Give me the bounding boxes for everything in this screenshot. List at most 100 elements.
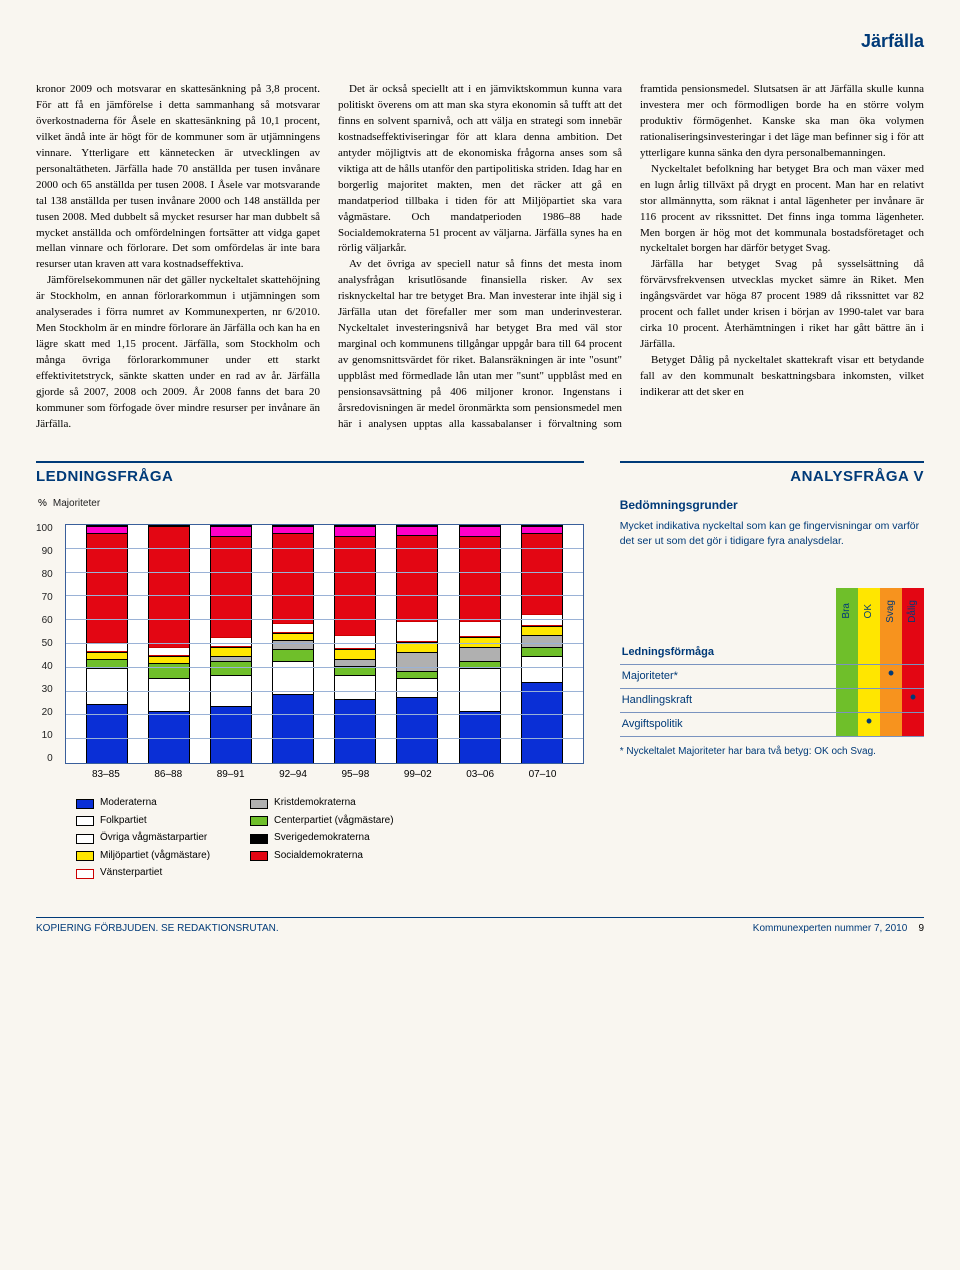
rating-cell (902, 665, 924, 689)
chart-bar (396, 525, 438, 763)
legend-item: Sverigedemokraterna (250, 831, 394, 846)
x-tick-label: 86–88 (154, 768, 182, 783)
rating-cell (836, 713, 858, 737)
rating-row-name: Handlingskraft (620, 689, 836, 713)
legend-swatch (250, 799, 268, 809)
x-tick-label: 99–02 (404, 768, 432, 783)
chart-bar (86, 525, 128, 763)
y-tick-label: 40 (36, 662, 53, 672)
rating-cell (880, 713, 902, 737)
rating-footnote: * Nyckeltalet Majoriteter har bara två b… (620, 745, 924, 760)
y-tick-label: 90 (36, 547, 53, 557)
legend-swatch (250, 816, 268, 826)
legend-label: Centerpartiet (vågmästare) (274, 814, 394, 829)
rating-cell (880, 642, 902, 664)
rating-row-name: Majoriteter* (620, 665, 836, 689)
rating-table: BraOKSvagDålig LedningsförmågaMajoritete… (620, 588, 924, 737)
y-tick-label: 30 (36, 685, 53, 695)
y-tick-label: 0 (36, 754, 53, 764)
rating-cell (858, 642, 880, 664)
legend-label: Övriga vågmästarpartier (100, 831, 207, 846)
y-axis-labels: 1009080706050403020100 (36, 524, 57, 764)
chart-bar (334, 525, 376, 763)
rating-row: Majoriteter* • (620, 665, 924, 689)
legend-item: Miljöpartiet (vågmästare) (76, 849, 210, 864)
legend-swatch (76, 851, 94, 861)
legend-swatch (76, 834, 94, 844)
chart-bar (272, 525, 314, 763)
rating-column-header: Dålig (902, 588, 924, 642)
article-p7: Betyget Dålig på nyckeltalet skattekraft… (640, 353, 924, 401)
legend-item: Socialdemokraterna (250, 849, 394, 864)
rating-row-name: Ledningsförmåga (620, 642, 836, 664)
x-axis-labels: 83–85 86–88 89–91 92–94 95–98 99–02 03–06 07–10 (65, 764, 584, 783)
legend-item: Kristdemokraterna (250, 796, 394, 811)
footer-left: KOPIERING FÖRBJUDEN. SE REDAKTIONSRUTAN. (36, 922, 279, 937)
legend-label: Moderaterna (100, 796, 157, 811)
legend-label: Sverigedemokraterna (274, 831, 370, 846)
left-heading: LEDNINGSFRÅGA (36, 461, 584, 488)
chart-bar (148, 525, 190, 763)
chart-plot-area (65, 524, 584, 764)
y-tick-label: 70 (36, 593, 53, 603)
legend-label: Socialdemokraterna (274, 849, 363, 864)
rating-row-name: Avgiftspolitik (620, 713, 836, 737)
rating-cell (902, 713, 924, 737)
legend-swatch (76, 799, 94, 809)
rating-row: Ledningsförmåga (620, 642, 924, 664)
yaxis-title: Majoriteter (53, 497, 100, 512)
article-p5: Nyckeltalet befolkning har betyget Bra o… (640, 162, 924, 258)
article-p1: kronor 2009 och motsvarar en skattesänkn… (36, 82, 320, 273)
x-tick-label: 95–98 (341, 768, 369, 783)
chart-bar (459, 525, 501, 763)
y-tick-label: 20 (36, 708, 53, 718)
legend-item: Övriga vågmästarpartier (76, 831, 210, 846)
rating-cell: • (880, 665, 902, 689)
legend-label: Kristdemokraterna (274, 796, 356, 811)
x-tick-label: 92–94 (279, 768, 307, 783)
legend-swatch (250, 851, 268, 861)
rating-row: Handlingskraft • (620, 689, 924, 713)
assessment-title: Bedömningsgrunder (620, 497, 924, 514)
y-tick-label: 100 (36, 524, 53, 534)
x-tick-label: 03–06 (466, 768, 494, 783)
x-tick-label: 89–91 (217, 768, 245, 783)
x-tick-label: 83–85 (92, 768, 120, 783)
page-footer: KOPIERING FÖRBJUDEN. SE REDAKTIONSRUTAN.… (36, 917, 924, 937)
legend-item: Moderaterna (76, 796, 210, 811)
yaxis-unit: % (38, 497, 47, 512)
y-tick-label: 10 (36, 731, 53, 741)
legend-item: Centerpartiet (vågmästare) (250, 814, 394, 829)
article-p6: Järfälla har betyget Svag på sysselsättn… (640, 257, 924, 353)
rating-cell (836, 689, 858, 713)
rating-column-header: OK (858, 588, 880, 642)
legend-label: Miljöpartiet (vågmästare) (100, 849, 210, 864)
rating-cell: • (858, 713, 880, 737)
rating-cell (858, 689, 880, 713)
majorities-chart: 1009080706050403020100 83–8586–8889–9192… (36, 524, 584, 783)
article-body: kronor 2009 och motsvarar en skattesänkn… (36, 82, 924, 433)
footer-page-number: 9 (918, 923, 924, 934)
legend-label: Folkpartiet (100, 814, 147, 829)
chart-bar (210, 525, 252, 763)
rating-cell (902, 642, 924, 664)
assessment-text: Mycket indikativa nyckeltal som kan ge f… (620, 519, 924, 548)
page-title: Järfälla (36, 28, 924, 54)
rating-cell (836, 665, 858, 689)
rating-cell (858, 665, 880, 689)
legend-item: Vänsterpartiet (76, 866, 210, 881)
y-tick-label: 80 (36, 570, 53, 580)
chart-bar (521, 525, 563, 763)
legend-swatch (76, 816, 94, 826)
rating-row: Avgiftspolitik • (620, 713, 924, 737)
rating-cell (836, 642, 858, 664)
rating-cell (880, 689, 902, 713)
x-tick-label: 07–10 (529, 768, 557, 783)
y-tick-label: 50 (36, 639, 53, 649)
rating-cell: • (902, 689, 924, 713)
legend-item: Folkpartiet (76, 814, 210, 829)
legend-swatch (250, 834, 268, 844)
article-p2: Jämförelsekommunen när det gäller nyckel… (36, 273, 320, 432)
legend-label: Vänsterpartiet (100, 866, 162, 881)
y-tick-label: 60 (36, 616, 53, 626)
